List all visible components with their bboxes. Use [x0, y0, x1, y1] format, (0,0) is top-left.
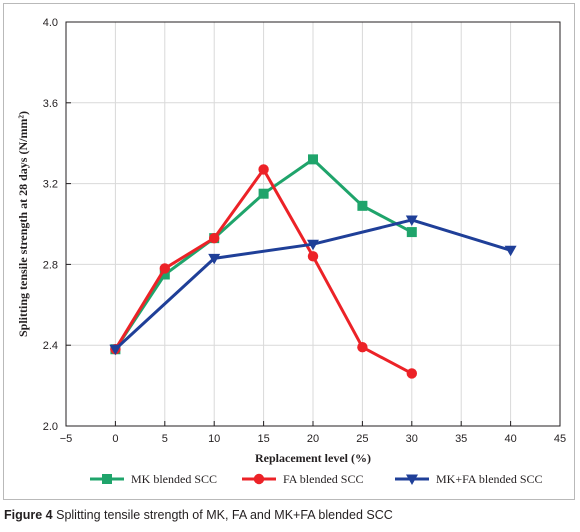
y-tick-label: 2.8	[43, 259, 58, 271]
x-tick-label: 0	[112, 433, 118, 445]
data-point	[357, 342, 368, 353]
x-tick-label: 25	[356, 433, 368, 445]
data-point	[307, 251, 319, 262]
legend-item-mk-fa-blended-scc: MK+FA blended SCC	[395, 472, 543, 486]
caption-label: Figure 4	[4, 508, 53, 522]
data-point	[406, 368, 417, 379]
data-point	[209, 232, 220, 244]
y-tick-label: 3.2	[43, 179, 58, 191]
data-point	[504, 245, 517, 257]
x-tick-label: 45	[554, 433, 566, 445]
x-tick-label: −5	[60, 433, 73, 445]
data-point	[405, 215, 418, 226]
data-point	[308, 154, 318, 165]
x-tick-label: 40	[504, 433, 516, 445]
series-mk-fa-blended-scc	[109, 215, 517, 356]
legend-label: MK+FA blended SCC	[436, 472, 543, 486]
y-tick-label: 2.0	[43, 421, 58, 433]
legend: MK blended SCC FA blended SCC MK+FA blende…	[90, 472, 543, 486]
data-point	[357, 200, 368, 211]
x-tick-label: 5	[162, 433, 168, 445]
figure-caption: Figure 4 Splitting tensile strength of M…	[4, 508, 576, 522]
legend-item-mk-blended-scc: MK blended SCC	[90, 472, 217, 486]
legend-label: FA blended SCC	[283, 472, 363, 486]
data-point	[258, 188, 269, 199]
data-point	[208, 253, 221, 265]
y-tick-label: 4.0	[43, 17, 58, 29]
legend-marker	[253, 473, 265, 485]
legend-item-fa-blended-scc: FA blended SCC	[242, 472, 363, 486]
data-point	[159, 263, 170, 274]
y-tick-label: 2.4	[43, 340, 58, 352]
data-point	[307, 239, 319, 251]
legend-marker	[102, 474, 112, 484]
data-point	[406, 227, 417, 238]
x-tick-label: 20	[307, 433, 319, 445]
data-point	[159, 269, 170, 280]
y-tick-labels: 2.0 2.4 2.8 3.2 3.6 4.0	[43, 17, 58, 433]
x-tick-label: 35	[455, 433, 467, 445]
chart: −5 0 5 10 15 20 25 30 35 40 45 2.02.42.83.23.64.0 …	[16, 17, 566, 486]
x-tick-label: 15	[257, 433, 269, 445]
x-tick-labels: −5 0 5 10 15 20 25 30 35 40 45	[60, 433, 566, 445]
y-tick-label: 3.6	[43, 98, 58, 110]
series-group	[109, 154, 517, 379]
legend-marker	[406, 474, 418, 485]
series-fa-blended-scc	[110, 164, 417, 379]
y-axis-title: Splitting tensile strength at 28 days (N…	[16, 111, 30, 337]
caption-text: Splitting tensile strength of MK, FA and…	[56, 508, 393, 522]
x-tick-label: 30	[406, 433, 418, 445]
x-axis-title: Replacement level (%)	[255, 451, 371, 465]
axis-ticks	[65, 21, 561, 427]
x-tick-label: 10	[208, 433, 220, 445]
data-point	[258, 164, 269, 175]
data-point	[109, 344, 122, 356]
legend-label: MK blended SCC	[131, 472, 217, 486]
